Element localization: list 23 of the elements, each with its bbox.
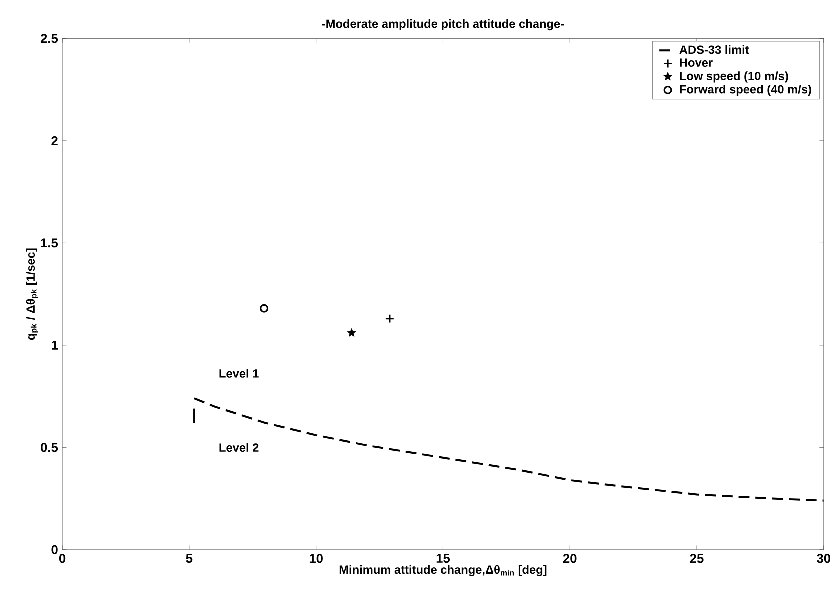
legend-label: Hover [680,58,713,68]
y-axis-title: q$_{pk}$ / Δθ$_{pk}$ [1/sec] [26,248,38,340]
x-tick-label: 30 [817,554,831,564]
x-tick-label: 5 [186,554,193,564]
y-tick-label: 1 [52,341,58,350]
x-tick-label: 25 [690,554,704,564]
x-tick-label: 0 [59,554,66,564]
x-tick-label: 10 [310,554,323,564]
y-tick-label: 1.5 [41,238,58,248]
legend-label: Low speed (10 m/s) [680,72,788,83]
annotation: Level 1 [220,369,259,378]
legend-label: Forward speed (40 m/s) [680,85,812,96]
x-tick-label: 15 [436,554,450,564]
x-tick-label: 20 [563,554,577,564]
y-tick-label: 0 [52,546,58,555]
y-tick-label: 2 [52,136,58,146]
annotation: Level 2 [220,444,259,452]
legend-label: ADS-33 limit [680,46,750,54]
y-tick-label: 0.5 [41,443,58,452]
x-axis-title: Minimum attitude change,Δθ$_{min}$ [deg] [340,566,547,577]
chart-title: -Moderate amplitude pitch attitude change- [322,20,564,31]
y-tick-label: 2.5 [40,34,58,44]
line-series [194,398,824,502]
